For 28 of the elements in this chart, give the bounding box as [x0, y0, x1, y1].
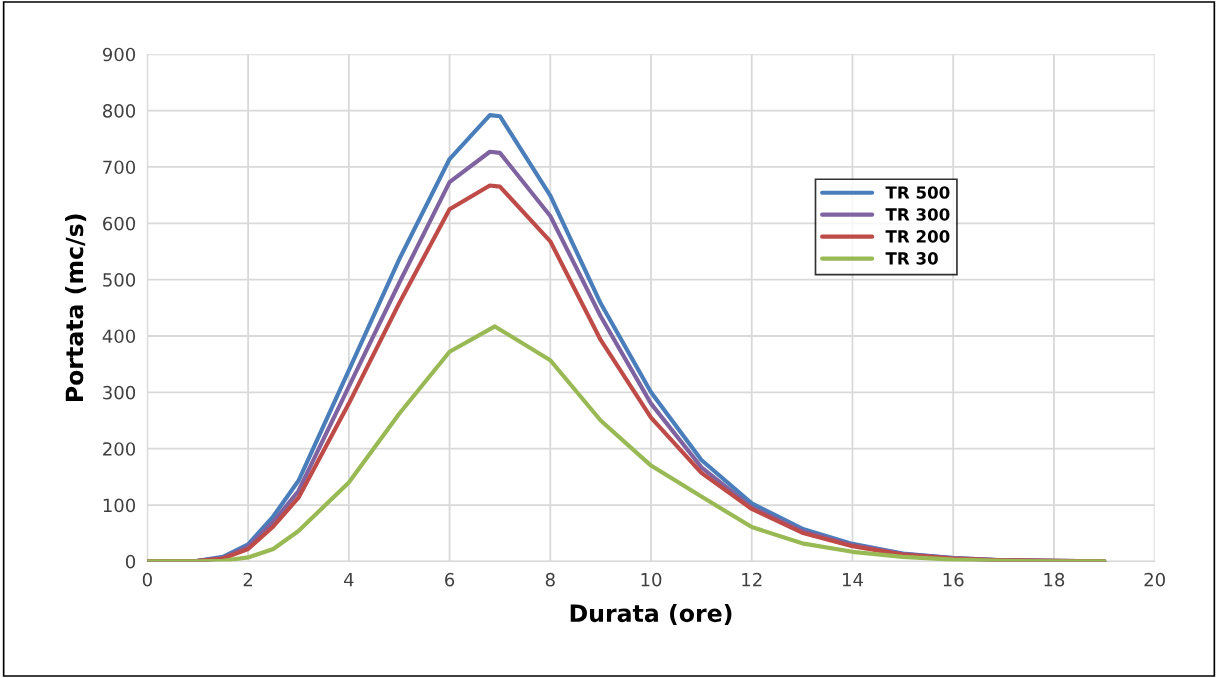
x-axis-title: Durata (ore) [570, 603, 732, 625]
y-axis-title: Portata (mc/s) [65, 214, 87, 401]
x-tick-label: 2 [243, 572, 253, 587]
legend-label: TR 200 [885, 230, 950, 243]
x-tick-label: 18 [1044, 572, 1065, 587]
y-tick-label: 0 [125, 554, 136, 569]
y-tick-label: 100 [103, 498, 136, 513]
y-tick-label: 800 [103, 104, 136, 118]
legend-label: TR 500 [885, 186, 950, 199]
y-tick-label: 700 [103, 160, 136, 175]
x-tick-label: 12 [742, 572, 762, 587]
y-tick-label: 400 [102, 329, 136, 344]
legend-label: TR 30 [885, 252, 938, 265]
y-tick-label: 200 [103, 442, 136, 456]
y-tick-label: 300 [103, 385, 136, 400]
y-tick-label: 900 [102, 47, 136, 62]
line-series [147, 324, 1107, 562]
x-tick-label: 6 [445, 572, 455, 587]
x-tick-label: 10 [641, 572, 662, 587]
y-tick-label: 500 [103, 273, 136, 287]
x-tick-label: 20 [1144, 572, 1165, 587]
legend-label: TR 300 [885, 208, 950, 221]
x-tick-label: 16 [943, 572, 964, 587]
x-tick-label: 8 [545, 572, 555, 587]
y-tick-label: 600 [103, 216, 136, 231]
x-tick-label: 14 [842, 573, 863, 587]
x-tick-label: 0 [142, 572, 152, 587]
x-tick-label: 4 [343, 573, 354, 587]
